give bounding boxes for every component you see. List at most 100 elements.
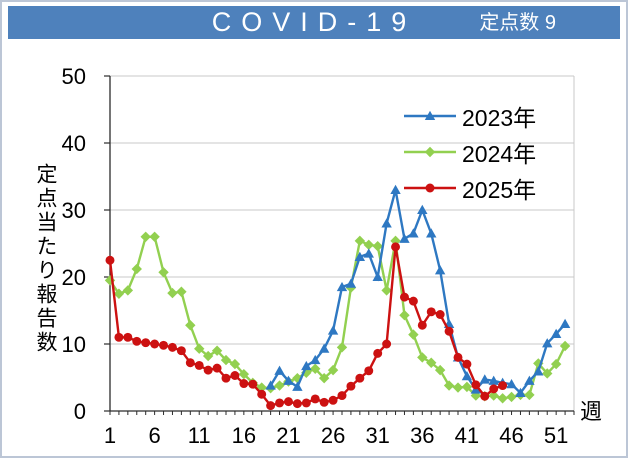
legend-label: 2025年 [462, 177, 537, 203]
data-point-marker [122, 285, 134, 296]
data-point-marker [559, 318, 571, 328]
data-point-marker [211, 345, 223, 356]
x-tick-label: 36 [410, 423, 434, 448]
y-tick-label: 50 [62, 64, 86, 89]
data-point-marker [453, 352, 463, 362]
data-point-marker [542, 338, 553, 348]
data-point-marker [158, 267, 169, 278]
data-point-marker [497, 393, 508, 404]
data-point-marker [220, 354, 232, 366]
data-point-marker [150, 339, 160, 349]
series-line [108, 246, 504, 408]
data-point-marker [417, 204, 428, 215]
data-point-marker [131, 263, 142, 275]
data-point-marker [274, 365, 285, 375]
data-point-marker [424, 146, 436, 158]
data-point-marker [113, 288, 125, 299]
data-point-marker [461, 381, 473, 393]
data-point-marker [488, 390, 499, 401]
x-tick-label: 31 [365, 423, 389, 448]
data-point-marker [354, 235, 366, 247]
data-point-marker [471, 380, 481, 390]
data-point-marker [310, 363, 321, 374]
data-point-marker [239, 379, 249, 389]
data-point-marker [310, 354, 321, 365]
data-point-marker [426, 228, 437, 238]
data-point-marker [444, 326, 454, 336]
data-point-marker [417, 320, 427, 330]
data-point-marker [480, 391, 490, 401]
data-point-marker [336, 342, 348, 353]
x-tick-label: 46 [499, 423, 523, 448]
data-point-marker [354, 251, 366, 261]
data-point-marker [346, 381, 356, 391]
data-point-marker [149, 231, 160, 242]
data-point-marker [524, 375, 535, 385]
data-point-marker [140, 231, 151, 242]
series-line [269, 189, 566, 395]
data-point-marker [489, 384, 499, 394]
x-axis-unit-label: 週 [580, 399, 602, 424]
data-point-marker [408, 329, 419, 340]
data-point-marker [310, 394, 320, 404]
data-point-marker [194, 343, 205, 354]
data-point-marker [275, 398, 285, 408]
data-point-marker [257, 389, 267, 399]
data-point-marker [462, 359, 472, 369]
data-point-marker [425, 183, 435, 193]
data-point-marker [391, 242, 401, 252]
data-point-marker [221, 373, 231, 383]
data-point-marker [426, 357, 437, 368]
data-point-marker [408, 228, 419, 238]
x-tick-label: 21 [276, 423, 300, 448]
data-point-marker [515, 387, 526, 397]
data-point-marker [194, 360, 204, 370]
legend-marker-triangle-icon [404, 110, 456, 121]
data-point-marker [424, 110, 436, 121]
data-point-marker [327, 364, 339, 376]
series-line [109, 235, 567, 400]
data-point-marker [141, 338, 151, 348]
data-point-marker [203, 365, 213, 375]
data-point-marker [498, 381, 508, 391]
data-point-marker [105, 255, 115, 265]
series-2023年 [265, 184, 571, 397]
y-tick-label: 10 [62, 332, 86, 357]
data-point-marker [292, 399, 302, 409]
data-point-marker [185, 358, 195, 368]
x-tick-label: 41 [455, 423, 479, 448]
y-axis-title: 定点当たり報告数 [34, 163, 57, 355]
data-point-marker [274, 380, 285, 391]
legend-marker-diamond-icon [404, 146, 456, 158]
data-point-marker [167, 342, 177, 352]
data-point-marker [381, 218, 392, 228]
legend-item-2025年: 2025年 [404, 170, 536, 206]
series-2024年 [104, 231, 571, 404]
legend-item-2024年: 2024年 [404, 134, 536, 170]
x-tick-label: 11 [188, 423, 211, 448]
data-point-marker [363, 248, 374, 258]
data-point-marker [399, 292, 409, 302]
data-point-marker [202, 350, 214, 362]
data-point-marker [506, 391, 517, 403]
data-point-marker [488, 375, 499, 385]
data-point-marker [337, 391, 347, 401]
data-point-marker [381, 285, 392, 296]
data-point-marker [230, 371, 240, 380]
data-point-marker [363, 239, 374, 251]
data-point-marker [292, 381, 303, 391]
legend-marker-circle-icon [404, 183, 456, 193]
legend-item-2023年: 2023年 [404, 98, 536, 134]
data-point-marker [461, 370, 473, 381]
data-point-marker [364, 366, 374, 376]
data-point-marker [506, 379, 517, 389]
data-point-marker [550, 328, 562, 339]
data-point-marker [319, 397, 329, 407]
data-point-marker [542, 368, 553, 379]
data-point-marker [533, 366, 544, 376]
data-point-marker [452, 382, 464, 393]
x-tick-label: 6 [148, 423, 160, 448]
legend-label: 2023年 [462, 105, 537, 131]
data-point-marker [345, 278, 357, 288]
